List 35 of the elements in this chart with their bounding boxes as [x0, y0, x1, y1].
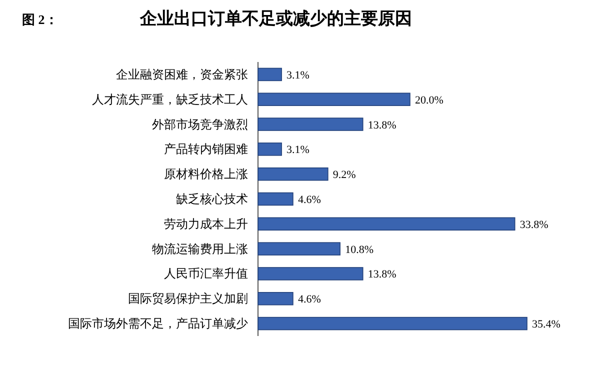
bar: [258, 92, 410, 106]
y-tick-label: 企业融资困难，资金紧张: [116, 67, 248, 82]
bar: [258, 142, 282, 156]
data-label: 4.6%: [298, 194, 321, 206]
y-tick-label: 国际贸易保护主义加剧: [128, 292, 248, 306]
y-tick-label: 原材料价格上涨: [164, 167, 248, 182]
bar: [258, 316, 528, 330]
bar: [258, 267, 364, 280]
bar: [258, 167, 328, 181]
data-label: 3.1%: [286, 144, 310, 156]
bar: [258, 217, 516, 231]
data-label: 4.6%: [298, 294, 321, 306]
y-tick-label: 物流运输费用上涨: [152, 242, 248, 256]
data-label: 9.2%: [332, 169, 356, 182]
data-label: 13.8%: [368, 268, 396, 281]
chart-title: 企业出口订单不足或减少的主要原因: [139, 9, 412, 28]
data-label: 10.8%: [345, 244, 374, 256]
bar: [258, 292, 294, 306]
data-label: 35.4%: [532, 318, 560, 331]
y-tick-label: 产品转内销困难: [164, 142, 248, 156]
bar: [258, 68, 282, 82]
data-label: 3.1%: [286, 69, 310, 82]
y-tick-label: 劳动力成本上升: [164, 216, 248, 231]
data-label: 13.8%: [368, 119, 396, 132]
bar: [258, 192, 294, 206]
bar: [258, 242, 340, 256]
data-label: 20.0%: [414, 94, 444, 106]
bar: [258, 118, 364, 131]
data-label: 33.8%: [520, 218, 548, 231]
y-tick-label: 国际市场外需不足，产品订单减少: [68, 316, 248, 331]
y-tick-label: 人民币汇率升值: [164, 266, 248, 281]
y-tick-label: 人才流失严重，缺乏技术工人: [92, 92, 248, 106]
caption: 图 2：: [22, 12, 58, 27]
y-tick-label: 外部市场竞争激烈: [152, 117, 248, 132]
y-tick-label: 缺乏核心技术: [176, 192, 248, 206]
